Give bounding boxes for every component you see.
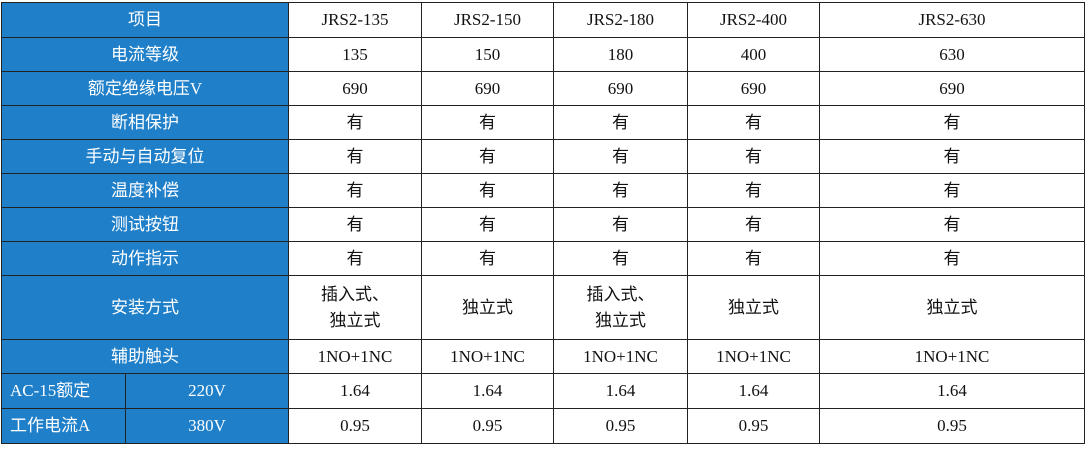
spec-value: 有 [819, 139, 1085, 174]
spec-value: 135 [288, 37, 422, 72]
spec-value: 独立式 [421, 275, 554, 340]
spec-value: 插入式、 独立式 [553, 275, 688, 340]
cell-line: 独立式 [329, 310, 381, 330]
spec-row: 动作指示有有有有有 [1, 241, 1085, 276]
spec-value: 1NO+1NC [687, 339, 820, 374]
spec-value: 690 [687, 71, 820, 106]
model-header: JRS2-135 [288, 2, 422, 38]
spec-value: 有 [288, 241, 422, 276]
spec-row: 额定绝缘电压V 690 690 690 690 690 [1, 71, 1085, 106]
spec-value: 有 [819, 105, 1085, 140]
row-label: 动作指示 [1, 241, 289, 276]
spec-value: 有 [553, 241, 688, 276]
current-value: 1.64 [687, 373, 820, 409]
spec-row: 断相保护有有有有有 [1, 105, 1085, 140]
current-value: 1.64 [421, 373, 554, 409]
spec-value: 有 [553, 173, 688, 208]
spec-value: 有 [553, 139, 688, 174]
spec-value: 630 [819, 37, 1085, 72]
row-label: 测试按钮 [1, 207, 289, 242]
ac-label: 工作电流A [1, 408, 126, 444]
model-header: JRS2-150 [421, 2, 554, 38]
spec-row: 测试按钮有有有有有 [1, 207, 1085, 242]
spec-value: 有 [553, 105, 688, 140]
spec-value: 1NO+1NC [553, 339, 688, 374]
voltage-label: 220V [125, 373, 289, 409]
spec-value: 有 [687, 207, 820, 242]
spec-row: 电流等级 135 150 180 400 630 [1, 37, 1085, 72]
current-value: 0.95 [288, 408, 422, 444]
spec-value: 1NO+1NC [288, 339, 422, 374]
spec-value: 690 [288, 71, 422, 106]
spec-value: 独立式 [687, 275, 820, 340]
spec-value: 有 [288, 173, 422, 208]
current-value: 1.64 [553, 373, 688, 409]
spec-value: 有 [687, 173, 820, 208]
spec-value: 有 [421, 173, 554, 208]
table-body: 项目 JRS2-135 JRS2-150 JRS2-180 JRS2-400 JRS2-6… [1, 2, 1085, 444]
model-header: JRS2-630 [819, 2, 1085, 38]
spec-value: 1NO+1NC [421, 339, 554, 374]
header-label: 项目 [1, 2, 289, 38]
spec-value: 有 [421, 139, 554, 174]
spec-value: 插入式、 独立式 [288, 275, 422, 340]
current-value: 1.64 [288, 373, 422, 409]
spec-value: 有 [421, 241, 554, 276]
spec-value: 有 [687, 105, 820, 140]
row-label: 安装方式 [1, 275, 289, 340]
spec-value: 有 [819, 207, 1085, 242]
spec-value: 有 [687, 241, 820, 276]
spec-value: 有 [553, 207, 688, 242]
spec-value: 400 [687, 37, 820, 72]
ac-row: 工作电流A 380V 0.95 0.95 0.95 0.95 0.95 [1, 408, 1085, 444]
current-value: 1.64 [819, 373, 1085, 409]
model-header: JRS2-180 [553, 2, 688, 38]
spec-row: 手动与自动复位有有有有有 [1, 139, 1085, 174]
spec-value: 有 [819, 241, 1085, 276]
spec-value: 有 [687, 139, 820, 174]
cell-line: 独立式 [595, 310, 646, 330]
ac-row: AC-15额定 220V 1.64 1.64 1.64 1.64 1.64 [1, 373, 1085, 409]
spec-row: 温度补偿有有有有有 [1, 173, 1085, 208]
spec-value: 有 [421, 105, 554, 140]
header-row: 项目 JRS2-135 JRS2-150 JRS2-180 JRS2-400 JRS2-6… [1, 2, 1085, 38]
current-value: 0.95 [687, 408, 820, 444]
row-label: 辅助触头 [1, 339, 289, 374]
spec-value: 180 [553, 37, 688, 72]
row-label: 手动与自动复位 [1, 139, 289, 174]
spec-value: 690 [819, 71, 1085, 106]
voltage-label: 380V [125, 408, 289, 444]
row-label: 额定绝缘电压V [1, 71, 289, 106]
spec-value: 有 [819, 173, 1085, 208]
current-value: 0.95 [819, 408, 1085, 444]
spec-value: 690 [553, 71, 688, 106]
current-value: 0.95 [421, 408, 554, 444]
spec-value: 有 [288, 139, 422, 174]
spec-value: 独立式 [819, 275, 1085, 340]
row-label: 断相保护 [1, 105, 289, 140]
model-header: JRS2-400 [687, 2, 820, 38]
spec-row: 安装方式 插入式、 独立式 独立式 插入式、 独立式 独立式 独立式 [1, 275, 1085, 340]
ac-label: AC-15额定 [1, 373, 126, 409]
spec-value: 有 [421, 207, 554, 242]
spec-value: 690 [421, 71, 554, 106]
row-label: 温度补偿 [1, 173, 289, 208]
spec-value: 150 [421, 37, 554, 72]
cell-line: 插入式、 [586, 284, 655, 304]
row-label: 电流等级 [1, 37, 289, 72]
current-value: 0.95 [553, 408, 688, 444]
spec-row: 辅助触头 1NO+1NC 1NO+1NC 1NO+1NC 1NO+1NC 1NO+1NC [1, 339, 1085, 374]
spec-value: 1NO+1NC [819, 339, 1085, 374]
cell-line: 插入式、 [321, 284, 389, 304]
spec-table: 项目 JRS2-135 JRS2-150 JRS2-180 JRS2-400 JRS2-6… [1, 2, 1085, 444]
spec-value: 有 [288, 207, 422, 242]
spec-value: 有 [288, 105, 422, 140]
